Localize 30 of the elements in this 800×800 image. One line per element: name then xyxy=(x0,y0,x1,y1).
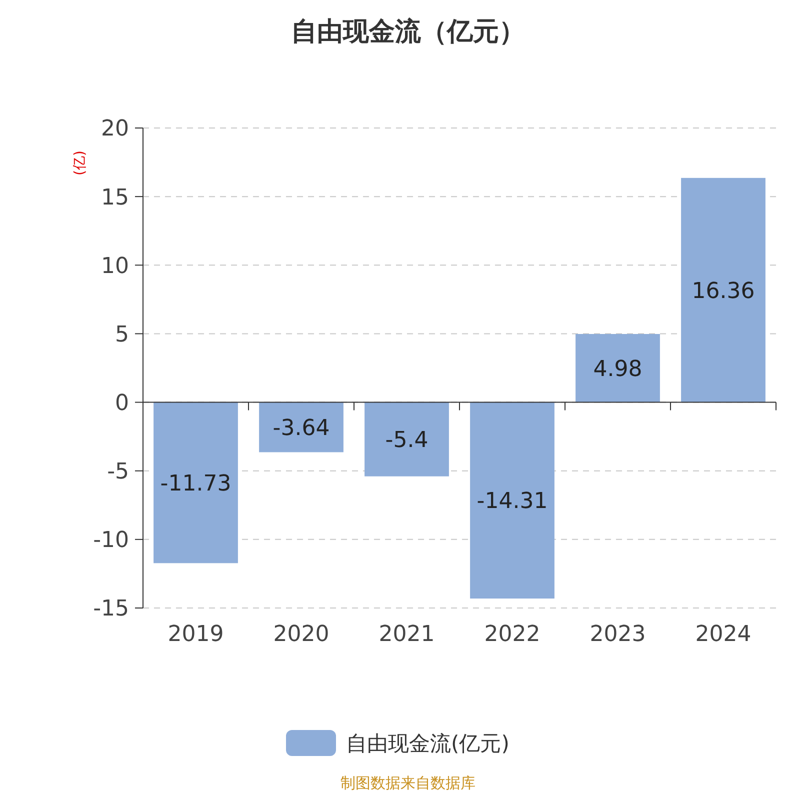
data-label: -11.73 xyxy=(160,471,232,496)
data-label: 4.98 xyxy=(593,356,642,382)
y-tick-label: -15 xyxy=(93,596,129,622)
text: 制图数据来自数据库 xyxy=(340,774,476,792)
y-tick-label: -5 xyxy=(107,460,129,485)
x-tick-label: 2022 xyxy=(484,622,540,647)
data-label: -14.31 xyxy=(476,489,548,514)
chart-title: 自由现金流（亿元） xyxy=(291,17,525,47)
bar xyxy=(154,402,238,564)
bar xyxy=(259,402,344,452)
bar xyxy=(681,178,766,402)
x-tick-label: 2019 xyxy=(168,622,224,647)
y-tick-label: 0 xyxy=(115,390,129,416)
y-tick-label: -10 xyxy=(93,528,129,554)
x-tick-label: 2023 xyxy=(590,622,646,647)
bar xyxy=(576,334,660,402)
y-tick-label: 10 xyxy=(101,254,129,279)
data-label: -5.4 xyxy=(385,428,428,454)
x-tick-label: 2021 xyxy=(378,622,435,647)
data-label: 16.36 xyxy=(692,278,755,304)
y-axis-title: (亿) xyxy=(72,150,88,176)
legend-label: 自由现金流(亿元) xyxy=(346,731,510,756)
x-tick-label: 2024 xyxy=(695,622,752,647)
data-label: -3.64 xyxy=(272,416,330,441)
bar xyxy=(364,402,449,476)
y-tick-label: 20 xyxy=(101,116,129,142)
y-tick-label: 15 xyxy=(101,185,129,210)
x-tick-label: 2020 xyxy=(273,622,330,647)
bar xyxy=(470,402,554,599)
y-tick-label: 5 xyxy=(115,322,129,348)
